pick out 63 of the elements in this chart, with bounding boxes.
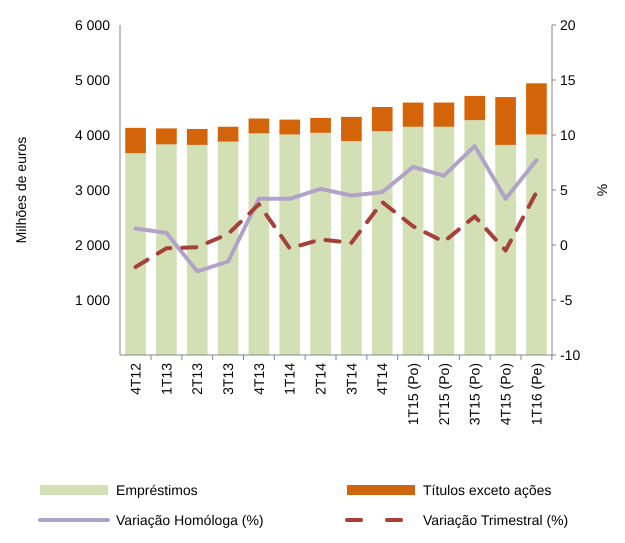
y2-tick-label: 0	[560, 237, 568, 253]
bar	[125, 153, 146, 355]
y2-tick-label: -5	[560, 292, 573, 308]
y2-tick-label: 10	[560, 127, 576, 143]
x-tick-label: 4T13	[250, 362, 267, 395]
y2-tick-label: 20	[560, 17, 576, 33]
legend-label: Variação Homóloga (%)	[116, 512, 264, 528]
bar	[186, 128, 208, 145]
bar	[341, 116, 362, 142]
y2-tick-label: 5	[560, 182, 568, 198]
bar	[402, 102, 424, 127]
y2-tick-label: 15	[560, 72, 576, 88]
bar	[310, 118, 331, 133]
x-tick-label: 4T12	[127, 362, 144, 395]
bar	[310, 132, 331, 355]
x-tick-label: 2T13	[189, 362, 206, 395]
bar	[341, 141, 362, 355]
bar	[372, 106, 393, 132]
y-tick-label: 2 000	[74, 237, 110, 253]
bar	[218, 142, 238, 355]
bar	[156, 144, 177, 355]
bar	[248, 118, 270, 134]
y2-axis-title: %	[594, 184, 610, 196]
y-tick-label: 5 000	[74, 72, 110, 88]
bar	[372, 131, 393, 355]
bar	[526, 134, 547, 355]
y-axis-title: Milhões de euros	[13, 136, 29, 244]
legend-label: Títulos exceto ações	[423, 482, 552, 498]
bar	[464, 96, 486, 120]
bar	[434, 102, 454, 127]
x-tick-label: 4T14	[374, 362, 390, 395]
x-tick-label: 2T14	[312, 362, 328, 395]
x-tick-label: 3T13	[220, 362, 236, 395]
bar	[218, 126, 238, 142]
bar	[526, 83, 547, 134]
line-series	[134, 144, 538, 274]
line-series	[134, 190, 538, 269]
x-tick-label: 1T13	[158, 362, 174, 395]
x-tick-label: 1T14	[282, 362, 298, 395]
y-tick-label: 1 000	[74, 292, 110, 308]
bar	[156, 128, 177, 144]
x-tick-label: 3T15 (Po)	[466, 363, 483, 426]
x-tick-label: 3T14	[343, 362, 360, 395]
y-tick-label: 4 000	[74, 127, 110, 143]
bar	[402, 126, 424, 355]
y-tick-label: 3 000	[74, 182, 110, 198]
bar	[495, 144, 516, 355]
x-tick-label: 1T15 (Po)	[404, 363, 421, 426]
bar	[186, 144, 208, 355]
bar	[279, 120, 300, 134]
bar	[434, 126, 454, 355]
bar	[125, 128, 146, 154]
bar	[279, 134, 300, 355]
bar	[248, 133, 270, 355]
bar	[464, 120, 486, 355]
y2-tick-label: -10	[560, 347, 580, 363]
legend-label: Empréstimos	[116, 482, 198, 498]
x-tick-label: 4T15 (Po)	[497, 363, 514, 426]
bar	[495, 97, 516, 145]
legend-label: Variação Trimestral (%)	[423, 512, 568, 528]
y-tick-label: 6 000	[74, 17, 110, 33]
x-tick-label: 1T16 (Pe)	[528, 363, 544, 426]
x-tick-label: 2T15 (Po)	[436, 363, 452, 426]
